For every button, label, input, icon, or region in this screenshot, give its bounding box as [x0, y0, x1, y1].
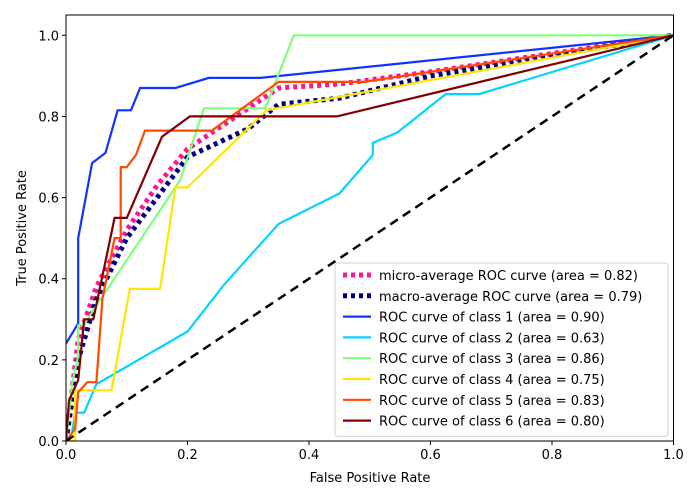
legend-label: ROC curve of class 4 (area = 0.75)	[379, 373, 605, 388]
y-tick-label: 0.4	[38, 273, 59, 288]
x-axis-label: False Positive Rate	[310, 471, 431, 486]
roc-series-5	[66, 34, 674, 441]
roc-series-2	[66, 34, 674, 345]
roc-series-6	[66, 34, 674, 441]
roc-series-7	[66, 34, 674, 441]
chance-line	[66, 34, 674, 441]
plot-area	[66, 32, 674, 441]
y-tick-label: 0.2	[38, 354, 59, 369]
legend: micro-average ROC curve (area = 0.82) mac…	[334, 262, 669, 437]
x-tick-label: 0.0	[56, 448, 77, 463]
y-tick-label: 0.0	[38, 435, 59, 450]
y-tick-label: 0.6	[38, 192, 59, 207]
legend-label: ROC curve of class 6 (area = 0.80)	[379, 415, 605, 430]
legend-label: ROC curve of class 3 (area = 0.86)	[379, 352, 605, 367]
roc-series-3	[66, 34, 674, 441]
legend-label: micro-average ROC curve (area = 0.82)	[379, 269, 638, 284]
x-tick-label: 0.4	[299, 448, 320, 463]
x-tick-label: 0.6	[420, 448, 441, 463]
legend-label: ROC curve of class 5 (area = 0.83)	[379, 394, 605, 409]
y-axis-label: True Positive Rate	[15, 170, 30, 287]
y-tick-label: 1.0	[38, 29, 59, 44]
x-tick-label: 0.2	[177, 448, 198, 463]
x-tick-label: 0.8	[542, 448, 563, 463]
legend-label: ROC curve of class 1 (area = 0.90)	[379, 311, 605, 326]
legend-box	[334, 262, 669, 437]
x-tick-label: 1.0	[663, 448, 684, 463]
legend-label: ROC curve of class 2 (area = 0.63)	[379, 331, 605, 346]
axes: 0.0 0.2 0.4 0.6 0.8 1.0 0.0 0.2 0.4 0.6 0.8 1.0	[38, 14, 684, 463]
y-tick-label: 0.8	[38, 110, 59, 125]
axes-frame	[65, 14, 674, 442]
legend-label: macro-average ROC curve (area = 0.79)	[379, 290, 642, 305]
